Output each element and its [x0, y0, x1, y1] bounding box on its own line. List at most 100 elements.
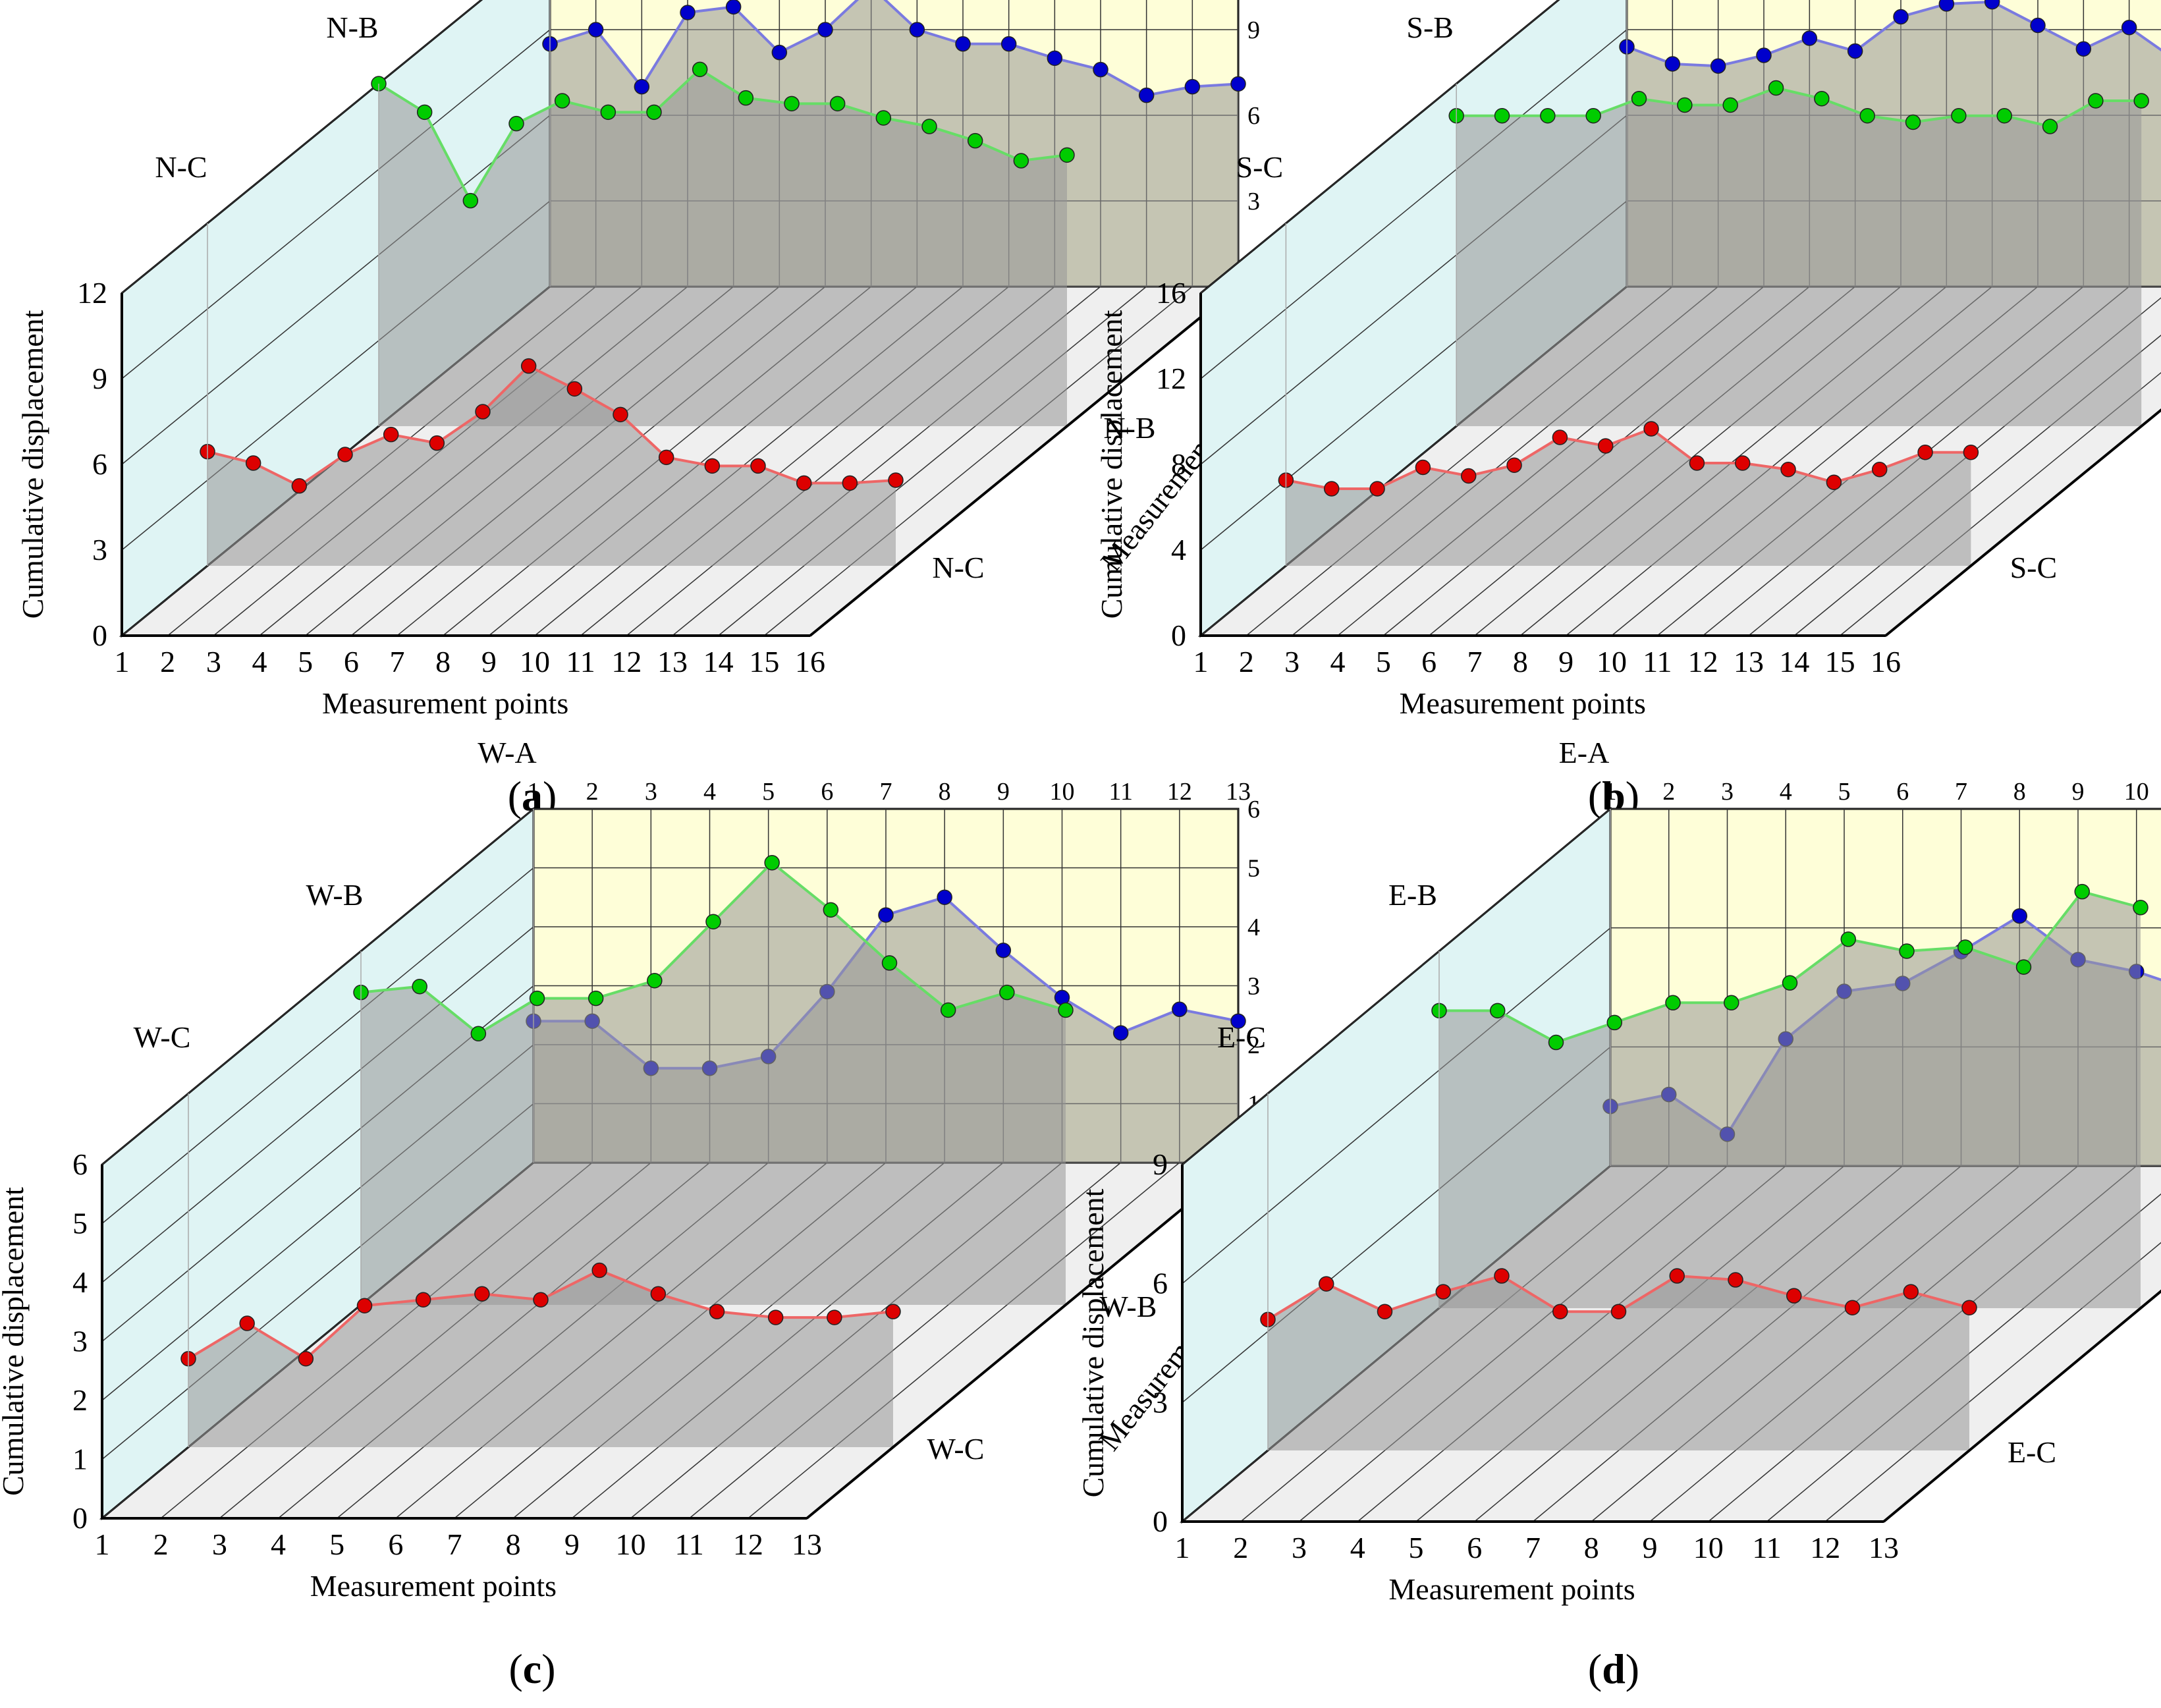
data-point-N-C-3: [291, 478, 308, 494]
data-point-W-B-11: [940, 1002, 956, 1018]
caption-close-paren: ): [1626, 1645, 1639, 1692]
data-point-W-B-8: [764, 855, 780, 871]
x-tick-label: 4: [252, 645, 267, 678]
x-tick-label: 2: [153, 1528, 169, 1561]
data-point-W-A-7: [878, 907, 894, 923]
data-point-E-C-3: [1377, 1304, 1393, 1319]
x-axis-title: Measurement points: [322, 686, 568, 720]
data-point-S-A-6: [1847, 43, 1863, 59]
data-point-E-C-9: [1728, 1272, 1743, 1288]
y-axis-title: Cumulative displacement: [1095, 310, 1128, 619]
left-gridline: [1182, 927, 1611, 1284]
data-point-N-B-11: [829, 96, 846, 112]
data-point-W-A-13: [1230, 1013, 1246, 1029]
x-tick-label: 11: [1643, 645, 1672, 678]
x-tick-label: 6: [344, 645, 359, 678]
z-tick-S-C: S-C: [2010, 551, 2058, 584]
y-tick-label: 12: [1156, 362, 1186, 395]
y-tick-label: 6: [72, 1147, 88, 1181]
x-tick-label-top: 7: [880, 778, 892, 806]
data-point-S-A-8: [1938, 0, 1955, 12]
x-tick-label-top: 6: [821, 778, 833, 806]
x-tick-label: 4: [1350, 1531, 1365, 1564]
data-point-S-B-10: [1859, 108, 1875, 124]
z-axis: [806, 1161, 1240, 1520]
y-tick-label-right: 3: [1247, 973, 1260, 1001]
x-tick-label: 10: [1597, 645, 1627, 678]
y-axis-title: Cumulative displacement: [0, 1187, 30, 1496]
z-tick-N-B: N-B: [1103, 411, 1155, 445]
x-tick-label: 6: [1421, 645, 1436, 678]
panel-c: W-AW-AW-BW-BW-CW-C1234567891011121312345…: [0, 736, 1330, 1692]
data-point-E-B-12: [2074, 883, 2090, 900]
z-axis: [1884, 408, 2161, 637]
data-point-S-A-10: [2030, 17, 2046, 34]
data-point-E-C-7: [1610, 1304, 1627, 1319]
data-point-S-B-14: [2042, 119, 2058, 134]
x-tick-label: 3: [206, 645, 221, 678]
y-tick-label-right: 5: [1247, 855, 1260, 883]
x-tick-label: 11: [675, 1528, 704, 1561]
z-tick-E-C: E-C: [2008, 1435, 2056, 1469]
data-point-N-B-5: [554, 93, 570, 109]
data-point-W-A-12: [1172, 1001, 1188, 1018]
x-tick-label-top: 7: [1955, 778, 1967, 806]
x-tick-label: 7: [1525, 1531, 1541, 1564]
data-point-W-C-7: [533, 1292, 549, 1308]
data-point-E-B-4: [1606, 1014, 1622, 1031]
floor-gridline: [1840, 372, 2161, 636]
panel-a: N-AN-AN-BN-BN-CN-C1234567891011121314151…: [16, 0, 1328, 819]
data-point-N-B-2: [416, 104, 433, 121]
panel-b: S-AS-AS-BS-BS-CS-C1234567891011121314151…: [1095, 0, 2161, 819]
floor-gridline: [748, 1162, 1180, 1519]
caption-open-paren: (: [508, 773, 522, 819]
data-point-N-C-2: [245, 455, 261, 471]
series-area-W-B: [361, 862, 1066, 1305]
x-tick-label: 3: [1284, 645, 1299, 678]
data-point-W-C-3: [298, 1351, 314, 1367]
z-tick-W-B: W-B: [1100, 1290, 1157, 1323]
series-label-left-S-B: S-B: [1406, 11, 1454, 44]
data-point-N-C-11: [658, 449, 674, 466]
data-point-W-C-9: [650, 1286, 667, 1302]
data-point-N-B-7: [646, 104, 662, 121]
data-point-E-C-4: [1435, 1284, 1451, 1300]
y-tick-label: 3: [1153, 1385, 1168, 1419]
series-line-N-A: [549, 0, 1239, 97]
floor-gridline: [718, 286, 1147, 636]
data-point-W-B-2: [412, 978, 427, 995]
data-point-W-B-7: [705, 914, 721, 929]
y-tick-label-right: 4: [1247, 914, 1260, 941]
data-point-S-A-5: [1801, 30, 1818, 46]
panel-caption: (c): [508, 1645, 555, 1692]
data-point-N-C-12: [704, 458, 721, 474]
y-tick-label: 4: [1171, 533, 1186, 566]
x-tick-label: 7: [390, 645, 405, 678]
data-point-N-B-9: [738, 90, 754, 106]
x-tick-label: 6: [388, 1528, 403, 1561]
data-point-E-C-2: [1319, 1276, 1334, 1292]
x-axis-title: Measurement points: [310, 1569, 557, 1603]
x-tick-label: 16: [1871, 645, 1901, 678]
data-point-E-C-12: [1903, 1284, 1919, 1300]
data-point-S-C-8: [1597, 438, 1614, 454]
y-tick-label: 5: [72, 1207, 88, 1240]
data-point-S-A-7: [1893, 9, 1909, 25]
data-point-S-C-2: [1323, 481, 1340, 497]
caption-close-paren: ): [1626, 773, 1639, 819]
x-tick-label-top: 10: [2124, 778, 2149, 806]
data-point-E-C-13: [1961, 1300, 1977, 1315]
y-tick-label: 1: [72, 1443, 88, 1476]
data-point-E-C-11: [1844, 1300, 1861, 1315]
data-point-W-B-13: [1058, 1002, 1074, 1018]
y-tick-label: 9: [92, 362, 107, 395]
data-point-N-A-13: [1093, 61, 1108, 78]
x-tick-label-top: 2: [586, 778, 599, 806]
x-tick-label-top: 6: [1896, 778, 1909, 806]
x-tick-label-top: 9: [997, 778, 1010, 806]
y-tick-label-right: 6: [1247, 102, 1260, 130]
data-point-S-C-4: [1415, 459, 1431, 476]
caption-open-paren: (: [1588, 1645, 1602, 1692]
data-point-S-A-2: [1664, 56, 1681, 72]
series-area-S-C: [1286, 429, 1971, 566]
